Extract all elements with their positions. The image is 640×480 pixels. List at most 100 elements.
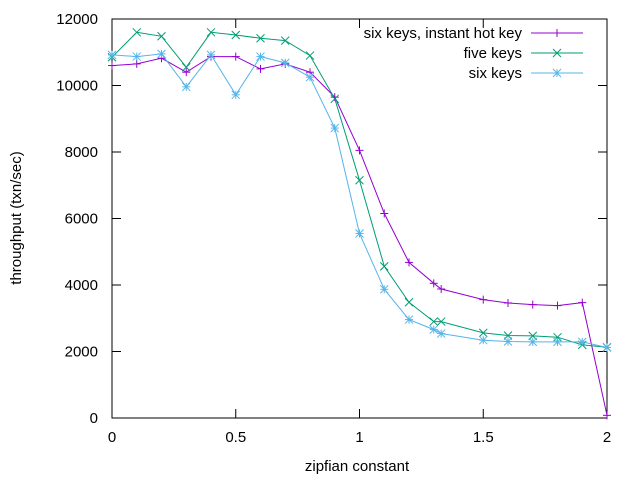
marker-stroke: [256, 33, 265, 43]
axis-ticks: 0 2000 4000 6000 8000 10000 12000 0 0.5 1 1.5 2: [56, 11, 611, 446]
marker-stroke: [305, 51, 315, 60]
marker-stroke: [181, 82, 191, 92]
data-point: [231, 52, 240, 61]
data-point: [603, 411, 611, 420]
data-point: [436, 317, 446, 326]
data-point: [577, 337, 587, 347]
data-point: [355, 229, 364, 238]
data-point: [528, 300, 537, 309]
data-point: [379, 284, 389, 294]
y-axis-label: throughput (txn/sec): [8, 151, 25, 284]
plot-frame: [111, 18, 608, 419]
data-point: [231, 90, 241, 100]
marker-stroke: [379, 284, 389, 294]
data-point: [479, 295, 488, 304]
marker-stroke: [429, 325, 439, 334]
legend-label: six keys, instant hot key: [364, 25, 523, 42]
marker-stroke: [330, 94, 340, 104]
data-point: [355, 146, 364, 155]
data-point: [280, 36, 290, 45]
y-tick-label: 6000: [65, 211, 98, 228]
data-point: [132, 59, 141, 68]
marker-stroke: [429, 317, 439, 326]
data-point: [437, 284, 446, 293]
marker-stroke: [552, 48, 562, 58]
data-point: [602, 343, 612, 352]
data-point: [429, 325, 439, 334]
marker-stroke: [157, 31, 166, 41]
x-tick-label: 1: [355, 429, 363, 446]
y-tick-label: 0: [90, 410, 98, 427]
data-point: [256, 64, 265, 73]
legend-label: six keys: [469, 65, 522, 82]
marker-stroke: [404, 297, 414, 307]
data-point: [528, 337, 538, 347]
data-point: [429, 279, 438, 288]
data-point: [355, 175, 364, 185]
legend: six keys, instant hot key five keys six ke…: [364, 25, 583, 82]
marker-stroke: [528, 337, 538, 347]
data-point: [206, 50, 216, 60]
data-point: [404, 315, 414, 324]
data-point: [436, 329, 446, 338]
marker-stroke: [132, 27, 142, 37]
marker-stroke: [404, 315, 414, 324]
marker-stroke: [181, 62, 191, 72]
marker-stroke: [436, 317, 446, 326]
data-point: [380, 209, 389, 218]
data-point: [379, 262, 389, 271]
data-point: [108, 61, 116, 70]
marker-stroke: [379, 262, 389, 271]
x-tick-label: 0.5: [225, 429, 246, 446]
marker-stroke: [602, 343, 612, 352]
data-point: [478, 335, 488, 345]
marker-stroke: [355, 175, 364, 185]
y-tick-label: 12000: [56, 11, 98, 28]
marker-stroke: [553, 337, 562, 347]
data-point: [305, 72, 315, 82]
marker-stroke: [231, 30, 241, 40]
data-point: [132, 27, 142, 37]
data-point: [578, 298, 587, 307]
marker-stroke: [132, 52, 142, 61]
data-point: [553, 301, 562, 310]
legend-marker: [552, 48, 562, 58]
legend-marker: [553, 29, 561, 37]
x-tick-label: 2: [603, 429, 611, 446]
marker-stroke: [503, 337, 513, 346]
data-point: [181, 62, 191, 72]
data-point: [132, 52, 142, 61]
data-point: [157, 31, 166, 41]
marker-stroke: [478, 335, 488, 345]
data-point: [553, 337, 562, 347]
data-point: [182, 68, 191, 77]
data-point: [107, 50, 117, 60]
data-point: [478, 328, 488, 338]
marker-stroke: [256, 52, 265, 61]
data-point: [405, 258, 413, 267]
plot-border: [111, 18, 608, 419]
data-point: [181, 82, 191, 92]
x-axis-label: zipfian constant: [305, 458, 410, 475]
data-point: [256, 52, 265, 61]
series-markers: [107, 27, 612, 420]
marker-stroke: [577, 337, 587, 347]
data-point: [404, 297, 414, 307]
legend-label: five keys: [464, 45, 522, 62]
marker-stroke: [231, 90, 241, 100]
data-point: [305, 51, 315, 60]
x-tick-label: 0: [108, 429, 116, 446]
data-point: [330, 93, 339, 102]
marker-stroke: [107, 50, 117, 60]
marker-stroke: [206, 50, 216, 60]
marker-stroke: [552, 68, 562, 78]
data-point: [206, 27, 216, 37]
data-point: [157, 49, 166, 59]
data-point: [330, 123, 340, 133]
marker-stroke: [305, 72, 315, 82]
x-tick-label: 1.5: [473, 429, 494, 446]
marker-stroke: [280, 36, 290, 45]
y-tick-label: 4000: [65, 277, 98, 294]
y-tick-label: 8000: [65, 144, 98, 161]
